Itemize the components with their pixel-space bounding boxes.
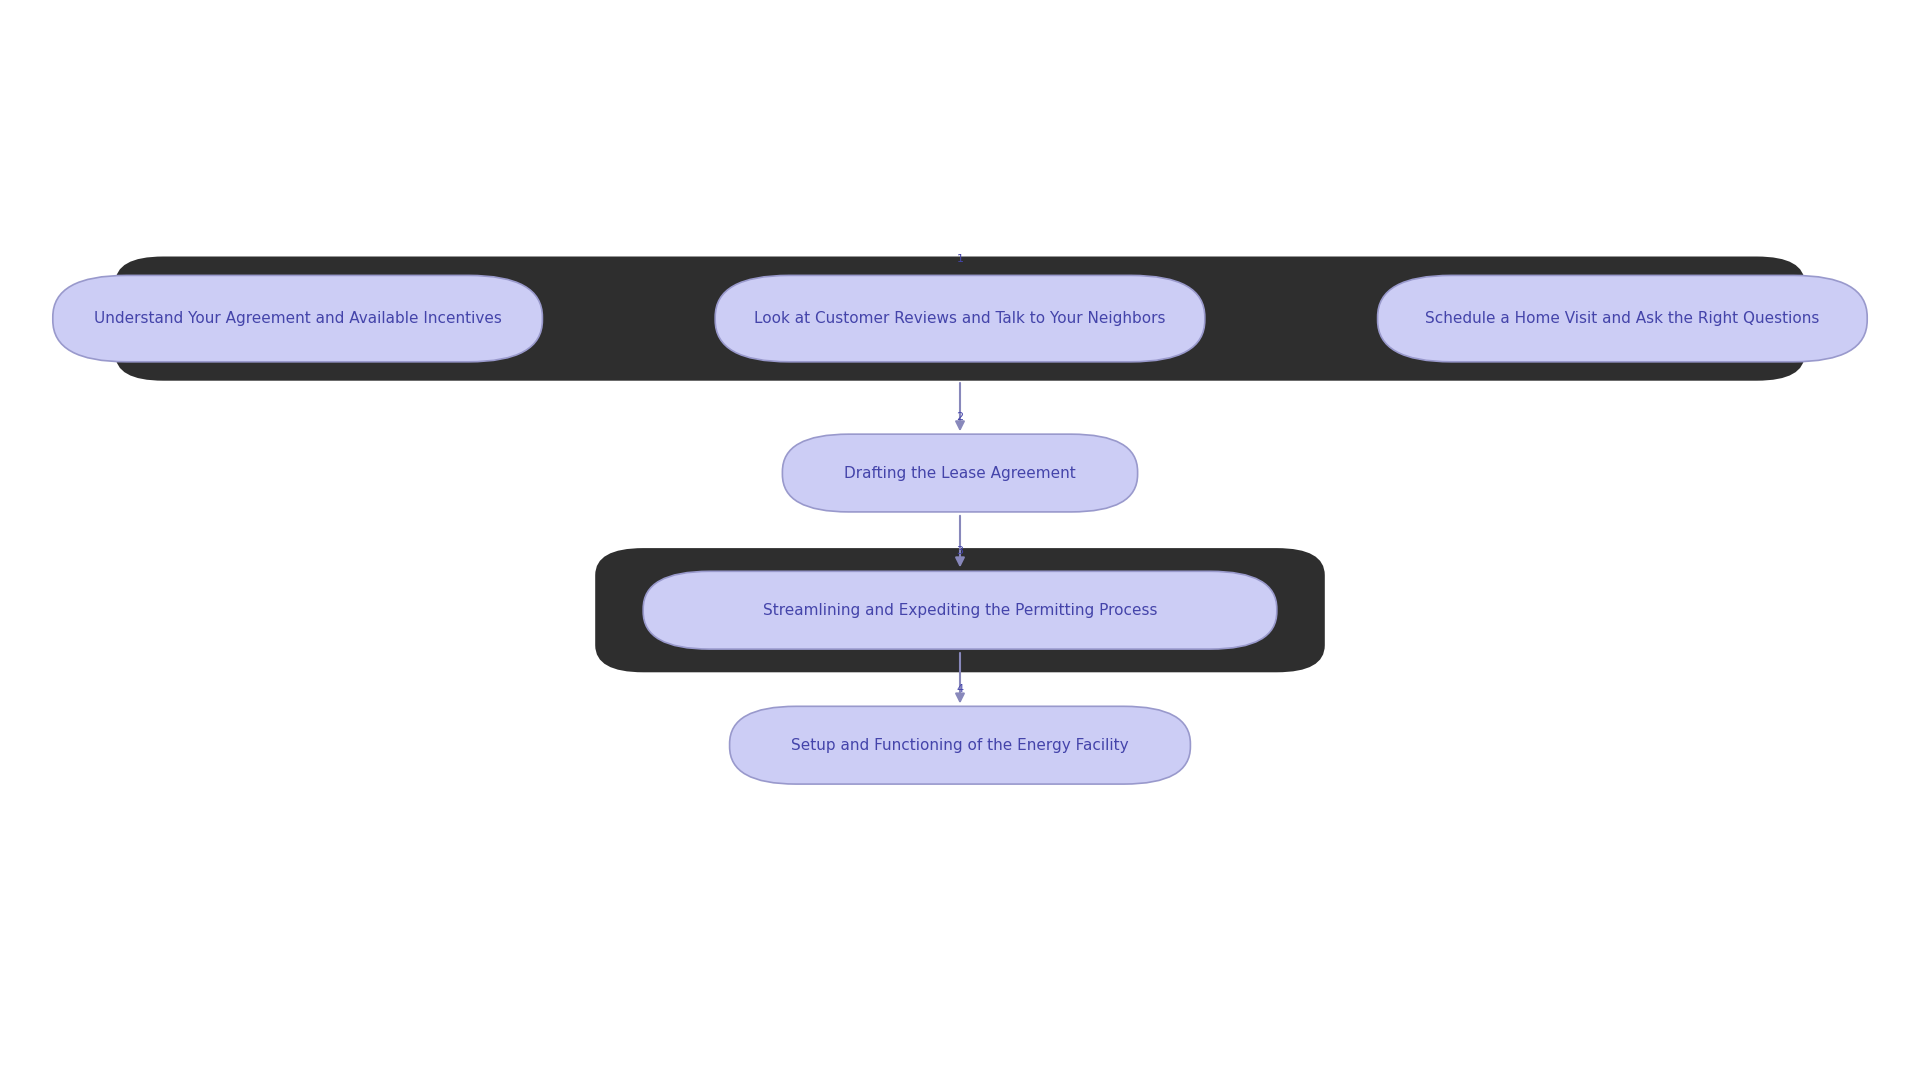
FancyBboxPatch shape [1379, 275, 1866, 362]
Text: 2: 2 [956, 411, 964, 422]
Text: Look at Customer Reviews and Talk to Your Neighbors: Look at Customer Reviews and Talk to You… [755, 311, 1165, 326]
Text: Drafting the Lease Agreement: Drafting the Lease Agreement [845, 465, 1075, 481]
FancyBboxPatch shape [115, 256, 1805, 381]
Text: Schedule a Home Visit and Ask the Right Questions: Schedule a Home Visit and Ask the Right … [1425, 311, 1820, 326]
Text: 3: 3 [956, 545, 964, 556]
Text: Streamlining and Expediting the Permitting Process: Streamlining and Expediting the Permitti… [762, 603, 1158, 618]
FancyBboxPatch shape [52, 275, 541, 362]
FancyBboxPatch shape [730, 706, 1190, 784]
FancyBboxPatch shape [595, 549, 1325, 672]
Text: Understand Your Agreement and Available Incentives: Understand Your Agreement and Available … [94, 311, 501, 326]
FancyBboxPatch shape [643, 571, 1277, 649]
FancyBboxPatch shape [783, 434, 1137, 512]
Text: 1: 1 [956, 254, 964, 265]
Text: Setup and Functioning of the Energy Facility: Setup and Functioning of the Energy Faci… [791, 738, 1129, 753]
Text: 4: 4 [956, 684, 964, 694]
FancyBboxPatch shape [714, 275, 1206, 362]
